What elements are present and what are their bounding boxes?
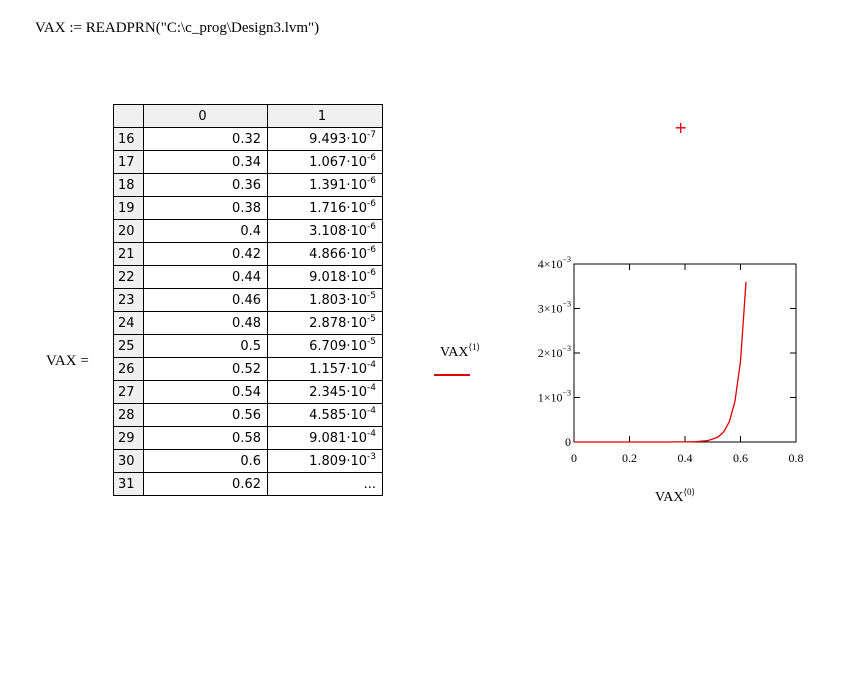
x-tick-label: 0 bbox=[571, 451, 577, 465]
row-index-cell: 28 bbox=[113, 403, 144, 427]
cell-col0[interactable]: 0.4 bbox=[143, 219, 268, 243]
cell-col0[interactable]: 0.32 bbox=[143, 127, 268, 151]
table-row[interactable]: 27 0.54 2.345·10-4 bbox=[113, 380, 383, 404]
row-index-cell: 24 bbox=[113, 311, 144, 335]
row-index-cell: 26 bbox=[113, 357, 144, 381]
cell-col0[interactable]: 0.42 bbox=[143, 242, 268, 266]
cell-col0[interactable]: 0.62 bbox=[143, 472, 268, 496]
row-index-cell: 21 bbox=[113, 242, 144, 266]
matrix-corner-cell bbox=[113, 104, 144, 128]
row-index-cell: 23 bbox=[113, 288, 144, 312]
row-index-cell: 17 bbox=[113, 150, 144, 174]
table-row[interactable]: 29 0.58 9.081·10-4 bbox=[113, 426, 383, 450]
table-row[interactable]: 28 0.56 4.585·10-4 bbox=[113, 403, 383, 427]
row-index-cell: 31 bbox=[113, 472, 144, 496]
cell-col1[interactable]: 4.866·10-6 bbox=[267, 242, 383, 266]
readprn-formula[interactable]: VAX := READPRN("C:\c_prog\Design3.lvm") bbox=[35, 20, 320, 36]
cell-col1[interactable]: 3.108·10-6 bbox=[267, 219, 383, 243]
cell-col1[interactable]: ... bbox=[267, 472, 383, 496]
table-row[interactable]: 20 0.4 3.108·10-6 bbox=[113, 219, 383, 243]
table-row[interactable]: 17 0.34 1.067·10-6 bbox=[113, 150, 383, 174]
x-tick-label: 0.2 bbox=[622, 451, 637, 465]
row-index-cell: 25 bbox=[113, 334, 144, 358]
cell-col1[interactable]: 1.391·10-6 bbox=[267, 173, 383, 197]
x-tick-label: 0.6 bbox=[733, 451, 748, 465]
cell-col0[interactable]: 0.46 bbox=[143, 288, 268, 312]
table-row[interactable]: 21 0.42 4.866·10-6 bbox=[113, 242, 383, 266]
cell-col1[interactable]: 9.493·10-7 bbox=[267, 127, 383, 151]
row-index-cell: 29 bbox=[113, 426, 144, 450]
row-index-cell: 27 bbox=[113, 380, 144, 404]
plot-marker-plus: + bbox=[674, 118, 688, 137]
table-row[interactable]: 18 0.36 1.391·10-6 bbox=[113, 173, 383, 197]
y-tick-label: 4×10−3 bbox=[538, 255, 571, 271]
matrix-col-header-0: 0 bbox=[143, 104, 268, 128]
table-row[interactable]: 30 0.6 1.809·10-3 bbox=[113, 449, 383, 473]
table-row[interactable]: 25 0.5 6.709·10-5 bbox=[113, 334, 383, 358]
cell-col0[interactable]: 0.56 bbox=[143, 403, 268, 427]
cell-col1[interactable]: 1.716·10-6 bbox=[267, 196, 383, 220]
cell-col1[interactable]: 6.709·10-5 bbox=[267, 334, 383, 358]
row-index-cell: 20 bbox=[113, 219, 144, 243]
cell-col0[interactable]: 0.48 bbox=[143, 311, 268, 335]
cell-col1[interactable]: 4.585·10-4 bbox=[267, 403, 383, 427]
matrix-name-label: VAX = bbox=[46, 353, 89, 369]
row-index-cell: 30 bbox=[113, 449, 144, 473]
matrix-header-row: 0 1 bbox=[113, 104, 383, 128]
table-row[interactable]: 31 0.62... bbox=[113, 472, 383, 496]
cell-col0[interactable]: 0.52 bbox=[143, 357, 268, 381]
row-index-cell: 22 bbox=[113, 265, 144, 289]
plot-frame bbox=[573, 263, 797, 443]
cell-col0[interactable]: 0.6 bbox=[143, 449, 268, 473]
cell-col1[interactable]: 1.067·10-6 bbox=[267, 150, 383, 174]
cell-col0[interactable]: 0.44 bbox=[143, 265, 268, 289]
series-line bbox=[574, 281, 747, 443]
cell-col1[interactable]: 9.081·10-4 bbox=[267, 426, 383, 450]
y-tick-label: 1×10−3 bbox=[538, 389, 571, 405]
x-axis-label[interactable]: VAX⟨0⟩ bbox=[655, 487, 696, 506]
cell-col1[interactable]: 2.345·10-4 bbox=[267, 380, 383, 404]
series-legend-line bbox=[434, 374, 470, 376]
cell-col1[interactable]: 2.878·10-5 bbox=[267, 311, 383, 335]
row-index-cell: 19 bbox=[113, 196, 144, 220]
matrix-col-header-1: 1 bbox=[267, 104, 383, 128]
cell-col1[interactable]: 1.809·10-3 bbox=[267, 449, 383, 473]
cell-col0[interactable]: 0.54 bbox=[143, 380, 268, 404]
table-row[interactable]: 16 0.32 9.493·10-7 bbox=[113, 127, 383, 151]
y-tick-label: 0 bbox=[565, 435, 571, 449]
cell-col0[interactable]: 0.5 bbox=[143, 334, 268, 358]
y-axis-label[interactable]: VAX⟨1⟩ bbox=[440, 342, 481, 361]
x-tick-label: 0.8 bbox=[789, 451, 804, 465]
table-row[interactable]: 26 0.52 1.157·10-4 bbox=[113, 357, 383, 381]
vax-matrix-table[interactable]: 0 1 16 0.32 9.493·10-7 17 0.34 1.067·10-6 18 0.… bbox=[113, 104, 383, 496]
cell-col1[interactable]: 9.018·10-6 bbox=[267, 265, 383, 289]
row-index-cell: 18 bbox=[113, 173, 144, 197]
table-row[interactable]: 22 0.44 9.018·10-6 bbox=[113, 265, 383, 289]
table-row[interactable]: 23 0.46 1.803·10-5 bbox=[113, 288, 383, 312]
x-tick-label: 0.4 bbox=[678, 451, 693, 465]
vax-line-chart[interactable]: 0 0.2 0.4 0.6 0.8 0 1×10−3 2×10−3 3×10−3 4×10−3 bbox=[500, 250, 810, 490]
cell-col0[interactable]: 0.34 bbox=[143, 150, 268, 174]
cell-col0[interactable]: 0.58 bbox=[143, 426, 268, 450]
table-row[interactable]: 24 0.48 2.878·10-5 bbox=[113, 311, 383, 335]
row-index-cell: 16 bbox=[113, 127, 144, 151]
cell-col0[interactable]: 0.36 bbox=[143, 173, 268, 197]
y-tick-label: 3×10−3 bbox=[538, 300, 571, 316]
cell-col1[interactable]: 1.803·10-5 bbox=[267, 288, 383, 312]
cell-col1[interactable]: 1.157·10-4 bbox=[267, 357, 383, 381]
table-row[interactable]: 19 0.38 1.716·10-6 bbox=[113, 196, 383, 220]
y-tick-label: 2×10−3 bbox=[538, 344, 571, 360]
cell-col0[interactable]: 0.38 bbox=[143, 196, 268, 220]
